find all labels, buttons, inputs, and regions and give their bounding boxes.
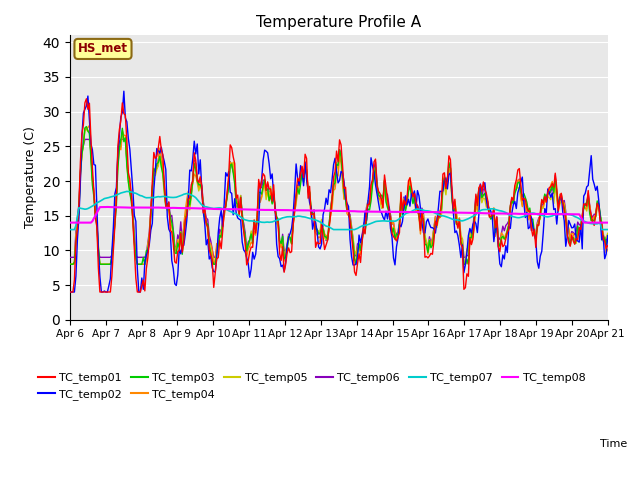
TC_temp06 <box>575 222 583 228</box>
TC_temp08 <box>66 220 74 226</box>
TC_temp03 <box>66 262 74 267</box>
TC_temp03 <box>303 171 310 177</box>
Line: TC_temp01: TC_temp01 <box>70 99 608 292</box>
TC_temp04 <box>66 262 74 267</box>
TC_temp02 <box>604 233 612 239</box>
TC_temp07 <box>303 215 310 220</box>
Legend: TC_temp01, TC_temp02, TC_temp03, TC_temp04, TC_temp05, TC_temp06, TC_temp07, TC_: TC_temp01, TC_temp02, TC_temp03, TC_temp… <box>34 368 590 404</box>
TC_temp06 <box>134 254 141 260</box>
TC_temp03 <box>83 124 90 130</box>
TC_temp07 <box>575 216 583 222</box>
TC_temp01 <box>604 243 612 249</box>
TC_temp06 <box>228 162 236 168</box>
TC_temp06 <box>246 237 253 243</box>
TC_temp03 <box>255 190 262 195</box>
Text: Time: Time <box>600 439 627 449</box>
TC_temp02 <box>303 176 310 182</box>
TC_temp02 <box>246 275 253 280</box>
TC_temp08 <box>134 205 141 211</box>
TC_temp05 <box>303 167 310 173</box>
TC_temp02 <box>134 266 141 272</box>
TC_temp02 <box>255 221 262 227</box>
TC_temp01 <box>575 225 583 230</box>
Line: TC_temp05: TC_temp05 <box>70 129 608 264</box>
TC_temp02 <box>575 240 583 245</box>
TC_temp04 <box>303 169 310 175</box>
Title: Temperature Profile A: Temperature Profile A <box>256 15 421 30</box>
TC_temp04 <box>228 160 236 166</box>
TC_temp05 <box>66 262 74 267</box>
TC_temp05 <box>604 230 612 236</box>
TC_temp08 <box>228 206 236 212</box>
TC_temp01 <box>66 289 74 295</box>
TC_temp07 <box>255 219 262 225</box>
TC_temp08 <box>604 220 612 226</box>
TC_temp08 <box>255 207 262 213</box>
TC_temp03 <box>604 237 612 242</box>
TC_temp06 <box>303 168 310 173</box>
TC_temp07 <box>123 189 131 194</box>
Line: TC_temp03: TC_temp03 <box>70 127 608 264</box>
TC_temp07 <box>134 191 141 197</box>
TC_temp01 <box>303 156 310 161</box>
Line: TC_temp06: TC_temp06 <box>70 139 608 257</box>
Line: TC_temp02: TC_temp02 <box>70 91 608 292</box>
TC_temp03 <box>246 237 253 243</box>
TC_temp08 <box>246 207 253 213</box>
TC_temp06 <box>81 136 89 142</box>
TC_temp05 <box>83 126 90 132</box>
TC_temp08 <box>104 204 111 210</box>
TC_temp01 <box>246 249 253 255</box>
TC_temp06 <box>255 183 262 189</box>
TC_temp07 <box>228 209 236 215</box>
TC_temp04 <box>246 243 253 249</box>
TC_temp01 <box>134 289 141 295</box>
TC_temp06 <box>66 254 74 260</box>
TC_temp05 <box>255 190 262 195</box>
TC_temp02 <box>66 289 74 295</box>
TC_temp05 <box>575 228 583 234</box>
TC_temp05 <box>228 163 236 168</box>
TC_temp01 <box>228 145 236 151</box>
Line: TC_temp04: TC_temp04 <box>70 125 608 264</box>
TC_temp04 <box>134 262 141 267</box>
TC_temp07 <box>246 218 253 224</box>
TC_temp01 <box>83 96 90 102</box>
TC_temp07 <box>66 227 74 232</box>
Text: HS_met: HS_met <box>78 42 128 56</box>
TC_temp05 <box>134 262 141 267</box>
TC_temp03 <box>134 262 141 267</box>
TC_temp02 <box>120 88 128 94</box>
Y-axis label: Temperature (C): Temperature (C) <box>24 127 37 228</box>
TC_temp06 <box>604 232 612 238</box>
TC_temp03 <box>575 228 583 234</box>
TC_temp03 <box>228 161 236 167</box>
TC_temp01 <box>255 177 262 182</box>
TC_temp08 <box>303 207 310 213</box>
TC_temp08 <box>575 212 583 217</box>
TC_temp05 <box>246 239 253 245</box>
Line: TC_temp07: TC_temp07 <box>70 192 608 229</box>
TC_temp02 <box>228 191 236 196</box>
TC_temp07 <box>604 227 612 232</box>
TC_temp04 <box>604 246 612 252</box>
TC_temp04 <box>255 192 262 197</box>
Line: TC_temp08: TC_temp08 <box>70 207 608 223</box>
TC_temp04 <box>575 231 583 237</box>
TC_temp04 <box>86 122 93 128</box>
